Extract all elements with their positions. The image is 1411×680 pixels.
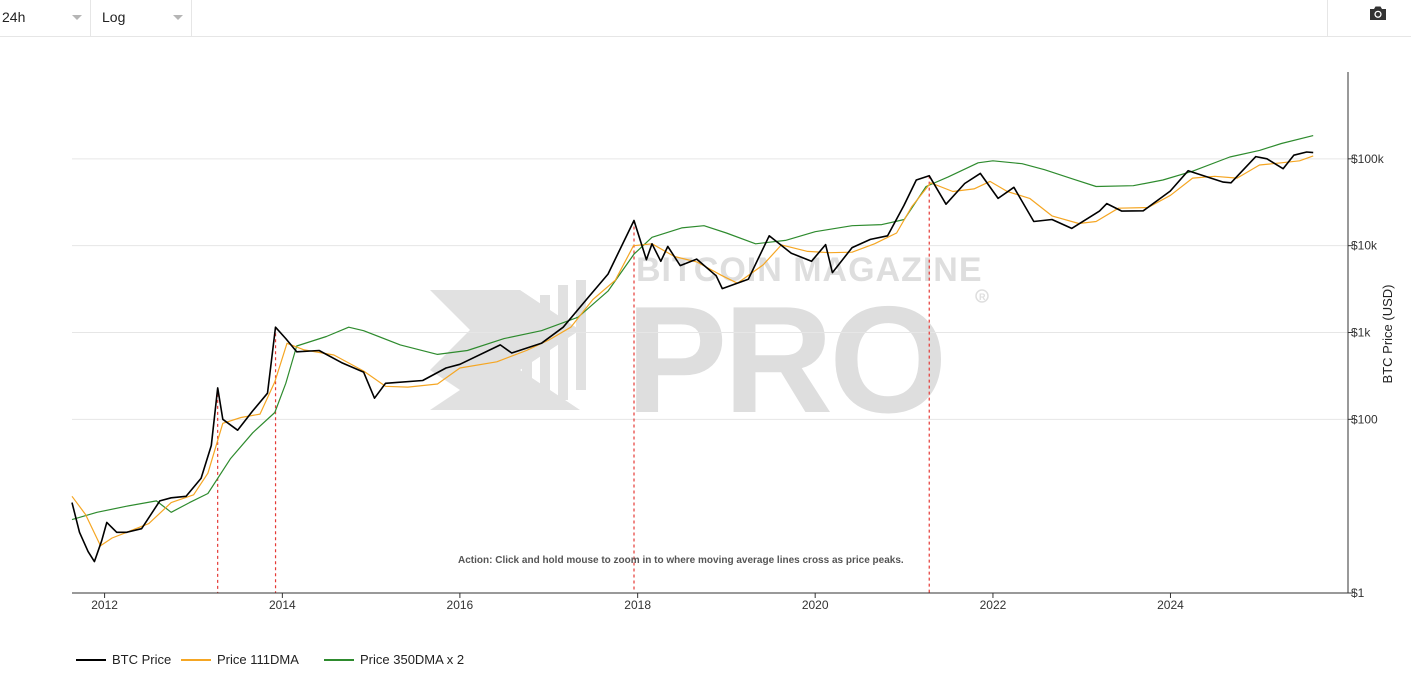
legend-swatch — [181, 659, 211, 661]
interval-select[interactable]: 24h — [0, 0, 91, 36]
axes: 2012 2014 2016 2018 2020 2022 2024 $1 $100 $1k $10… — [72, 72, 1385, 612]
registered-icon: R — [975, 289, 989, 303]
btc-price-chart[interactable]: BITCOIN MAGAZINE PRO R 2012 2014 2016 2018 2… — [0, 37, 1411, 649]
chevron-down-icon — [72, 15, 82, 20]
watermark-logo-mark — [430, 280, 586, 410]
scale-select[interactable]: Log — [91, 0, 192, 36]
y-axis-title: BTC Price (USD) — [1380, 285, 1395, 384]
peak-markers — [217, 175, 930, 593]
chart-toolbar: 24h Log — [0, 0, 1411, 37]
x-tick-label: 2012 — [91, 598, 118, 612]
screenshot-button[interactable] — [1327, 0, 1411, 36]
series-line-btc-price — [71, 151, 1314, 563]
watermark: BITCOIN MAGAZINE PRO R — [430, 251, 989, 445]
y-tick-label: $10k — [1351, 239, 1378, 253]
series-lines — [71, 135, 1314, 563]
x-tick-label: 2022 — [980, 598, 1007, 612]
svg-text:R: R — [979, 292, 986, 302]
y-tick-label: $1 — [1351, 586, 1365, 600]
watermark-text-top: BITCOIN MAGAZINE — [636, 251, 983, 289]
y-gridlines — [72, 158, 1348, 420]
x-tick-label: 2016 — [447, 598, 474, 612]
legend-swatch — [76, 659, 106, 661]
interval-select-value: 24h — [2, 9, 26, 25]
series-line-price-350dma-x-2 — [71, 135, 1314, 521]
legend-label: BTC Price — [112, 652, 172, 667]
x-tick-label: 2020 — [802, 598, 829, 612]
legend-swatch — [324, 659, 354, 661]
zoom-annotation: Action: Click and hold mouse to zoom in … — [458, 555, 904, 566]
y-tick-label: $100k — [1351, 152, 1385, 166]
x-tick-label: 2024 — [1157, 598, 1184, 612]
watermark-text-main: PRO — [626, 275, 943, 445]
chevron-down-icon — [173, 15, 183, 20]
camera-icon — [1370, 6, 1386, 20]
legend-label: Price 350DMA x 2 — [360, 652, 465, 667]
legend-label: Price 111DMA — [217, 652, 299, 667]
scale-select-value: Log — [102, 9, 126, 25]
x-tick-label: 2014 — [269, 598, 296, 612]
x-tick-label: 2018 — [624, 598, 651, 612]
series-line-price-111dma — [71, 155, 1314, 547]
y-tick-label: $1k — [1351, 326, 1371, 340]
y-tick-label: $100 — [1351, 412, 1378, 426]
